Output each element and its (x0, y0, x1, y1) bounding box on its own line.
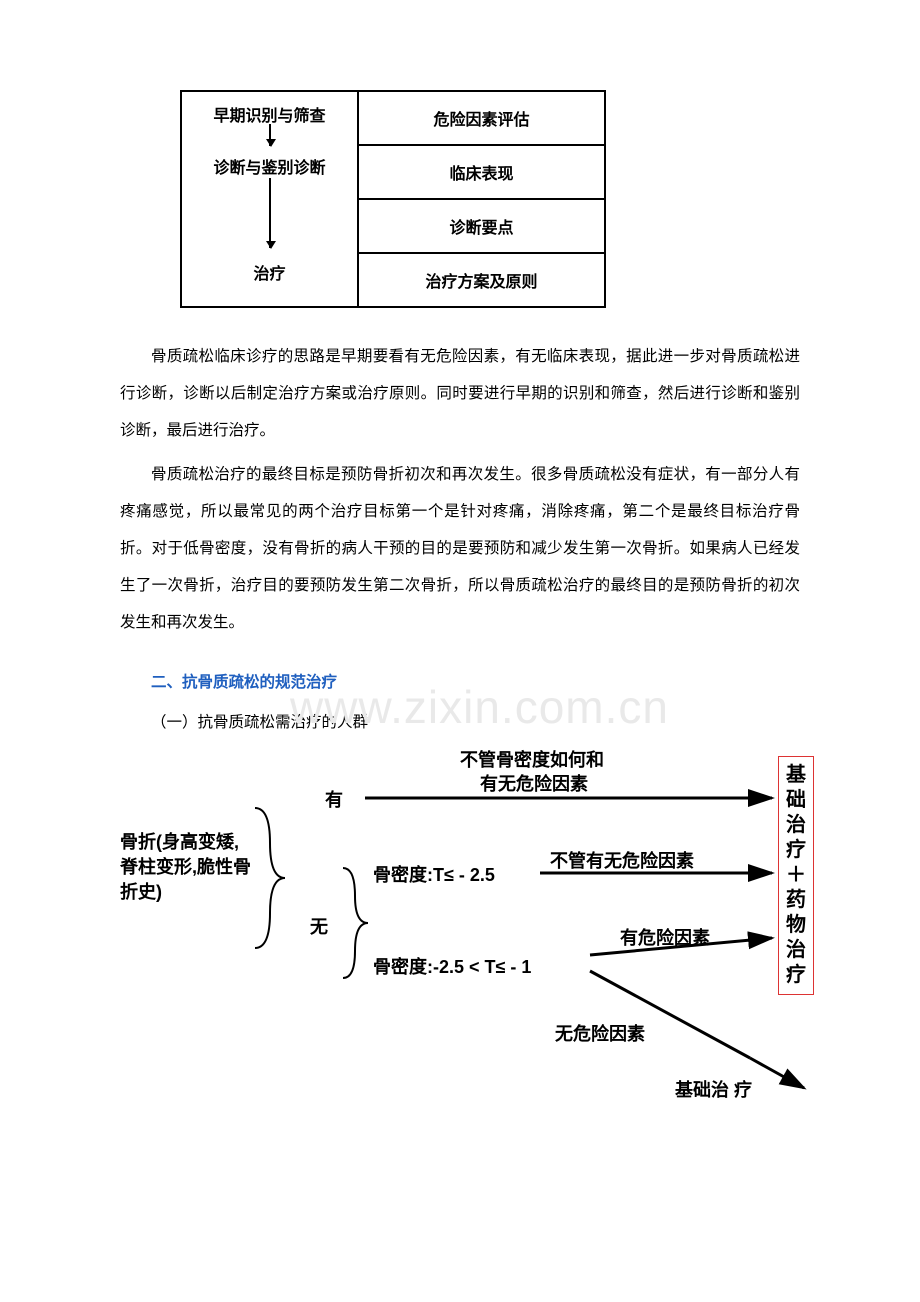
flow-bmd2: 骨密度:-2.5 < T≤ - 1 (373, 953, 531, 979)
right-cell-4: 治疗方案及原则 (359, 254, 604, 306)
left-row-2: 诊断与鉴别诊断 (182, 154, 357, 178)
right-cell-1: 危险因素评估 (359, 92, 604, 146)
box1c: 治 (785, 813, 807, 838)
box1e: ＋ (785, 863, 807, 888)
flow-has: 有 (325, 786, 343, 812)
clinical-flow-table: 早期识别与筛查 诊断与鉴别诊断 治疗 危险因素评估 临床表现 诊断要点 治疗方案… (180, 90, 800, 308)
left-row-1: 早期识别与筛查 (182, 102, 357, 126)
right-cell-3: 诊断要点 (359, 200, 604, 254)
flow-box-basic: 基础治 疗 (675, 1076, 752, 1104)
paragraph-1: 骨质疏松临床诊疗的思路是早期要看有无危险因素，有无临床表现，据此进一步对骨质疏松… (120, 338, 800, 450)
section-title: 二、抗骨质疏松的规范治疗 (120, 670, 800, 692)
left-row-3: 治疗 (182, 260, 357, 284)
flow-no-risk: 无危险因素 (555, 1020, 645, 1046)
box1h: 治 (785, 938, 807, 963)
flow-risk: 有危险因素 (620, 924, 710, 950)
flow-has-not: 无 (310, 913, 328, 939)
flow-root-1: 骨折(身高变矮, (120, 828, 239, 854)
flow-connectors (110, 738, 830, 1108)
flow-top-note-1: 不管骨密度如何和 (460, 746, 604, 772)
flow-bmd1-note: 不管有无危险因素 (550, 847, 694, 873)
box1i: 疗 (785, 963, 807, 988)
paragraph-2: 骨质疏松治疗的最终目标是预防骨折初次和再次发生。很多骨质疏松没有症状，有一部分人… (120, 456, 800, 642)
flow-bmd1: 骨密度:T≤ - 2.5 (373, 861, 495, 887)
flow-root-2: 脊柱变形,脆性骨 (120, 853, 251, 879)
flow-box-main: 基 础 治 疗 ＋ 药 物 治 疗 (778, 756, 814, 995)
flow-root-3: 折史) (120, 878, 162, 904)
treatment-flow-diagram: 骨折(身高变矮, 脊柱变形,脆性骨 折史) 有 无 不管骨密度如何和 有无危险因… (110, 738, 830, 1108)
right-cell-2: 临床表现 (359, 146, 604, 200)
box1g: 物 (785, 913, 807, 938)
box1f: 药 (785, 888, 807, 913)
box1d: 疗 (785, 838, 807, 863)
arrow-down-icon (269, 178, 271, 248)
arrow-down-icon (269, 124, 271, 146)
subsection-title: （一）抗骨质疏松需治疗的人群 (120, 710, 800, 732)
flow-top-note-2: 有无危险因素 (480, 770, 588, 796)
box1a: 基 (785, 763, 807, 788)
box1b: 础 (785, 788, 807, 813)
